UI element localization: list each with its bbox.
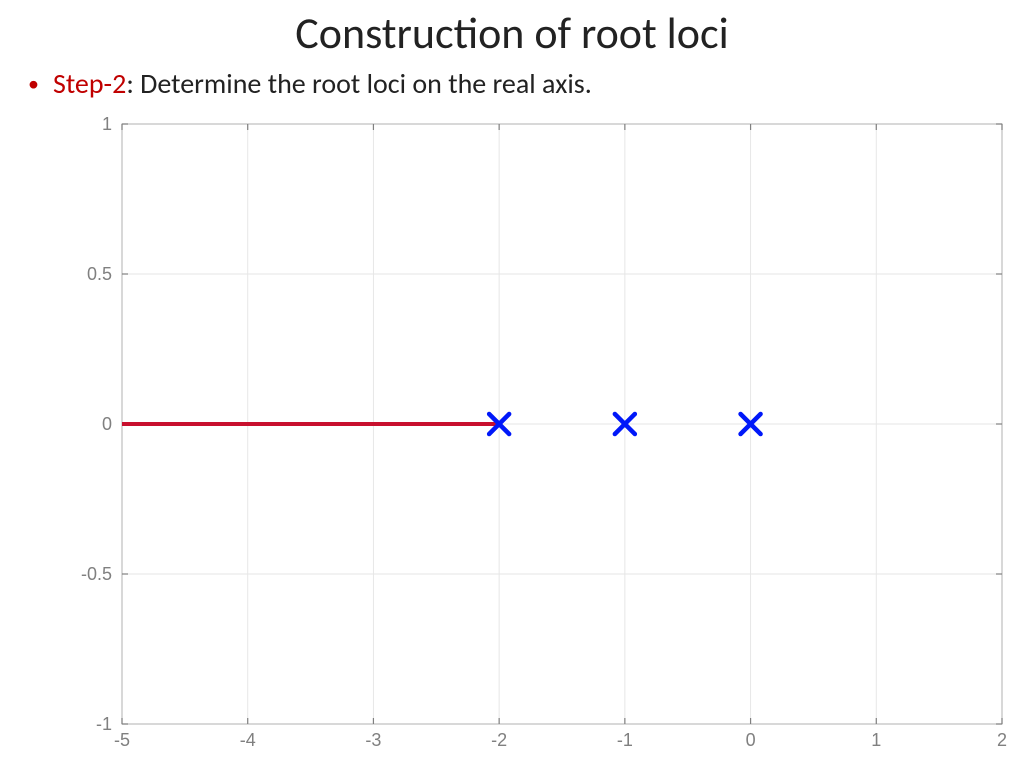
bullet-marker: • bbox=[28, 73, 39, 95]
step-label: Step-2 bbox=[53, 66, 126, 101]
bullet-rest: : Determine the root loci on the real ax… bbox=[126, 66, 591, 101]
bullet-item: • Step-2: Determine the root loci on the… bbox=[28, 66, 592, 101]
x-tick-label: -4 bbox=[240, 730, 256, 750]
root-locus-plot: -5 -4 -3 -2 -1 0 1 2 -1 -0.5 0 0.5 1 bbox=[58, 112, 1018, 762]
y-tick-label: 0 bbox=[102, 414, 112, 434]
x-tick-label: 0 bbox=[746, 730, 756, 750]
y-tick-label: 1 bbox=[102, 114, 112, 134]
x-tick-label: 2 bbox=[997, 730, 1007, 750]
y-tick-label: -1 bbox=[96, 714, 112, 734]
y-tick-label: 0.5 bbox=[87, 264, 112, 284]
x-tick-label: -5 bbox=[114, 730, 130, 750]
x-tick-label: -1 bbox=[617, 730, 633, 750]
bullet-text: Step-2: Determine the root loci on the r… bbox=[53, 66, 592, 101]
x-tick-label: 1 bbox=[871, 730, 881, 750]
page-title: Construction of root loci bbox=[0, 6, 1024, 60]
y-tick-label: -0.5 bbox=[81, 564, 112, 584]
x-tick-label: -3 bbox=[365, 730, 381, 750]
x-tick-label: -2 bbox=[491, 730, 507, 750]
